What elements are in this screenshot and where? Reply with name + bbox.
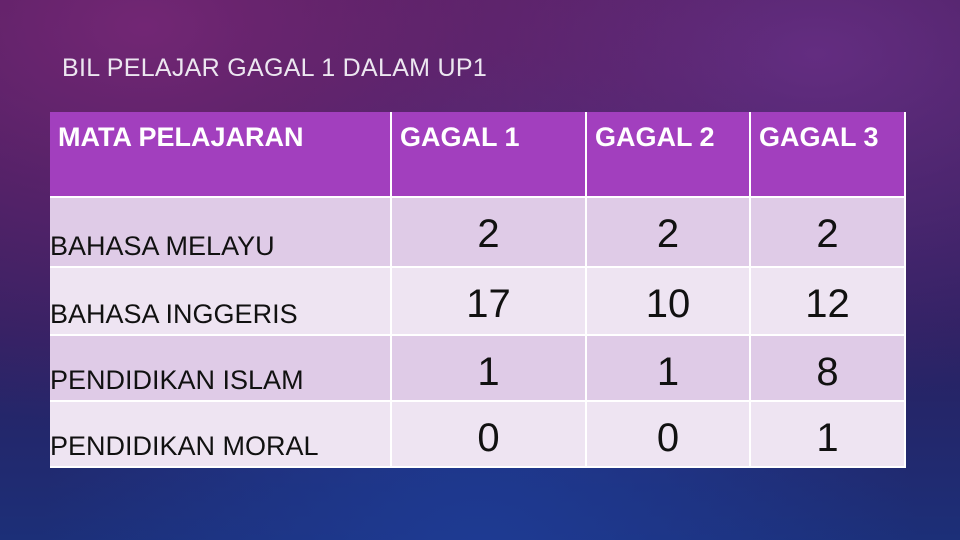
- subject-cell: PENDIDIKAN MORAL: [50, 402, 392, 468]
- header-cell: GAGAL 1: [392, 112, 587, 198]
- count-cell: 2: [587, 198, 751, 268]
- slide-title: BIL PELAJAR GAGAL 1 DALAM UP1: [62, 54, 488, 82]
- count-cell: 0: [392, 402, 587, 468]
- count-cell: 12: [751, 268, 906, 336]
- subject-cell: BAHASA MELAYU: [50, 198, 392, 268]
- count-cell: 1: [587, 336, 751, 402]
- count-cell: 17: [392, 268, 587, 336]
- subject-cell: PENDIDIKAN ISLAM: [50, 336, 392, 402]
- count-cell: 0: [587, 402, 751, 468]
- count-cell: 1: [392, 336, 587, 402]
- count-cell: 2: [392, 198, 587, 268]
- count-cell: 2: [751, 198, 906, 268]
- header-cell: GAGAL 2: [587, 112, 751, 198]
- count-cell: 8: [751, 336, 906, 402]
- count-cell: 1: [751, 402, 906, 468]
- subject-cell: BAHASA INGGERIS: [50, 268, 392, 336]
- count-cell: 10: [587, 268, 751, 336]
- header-cell: MATA PELAJARAN: [50, 112, 392, 198]
- header-cell: GAGAL 3: [751, 112, 906, 198]
